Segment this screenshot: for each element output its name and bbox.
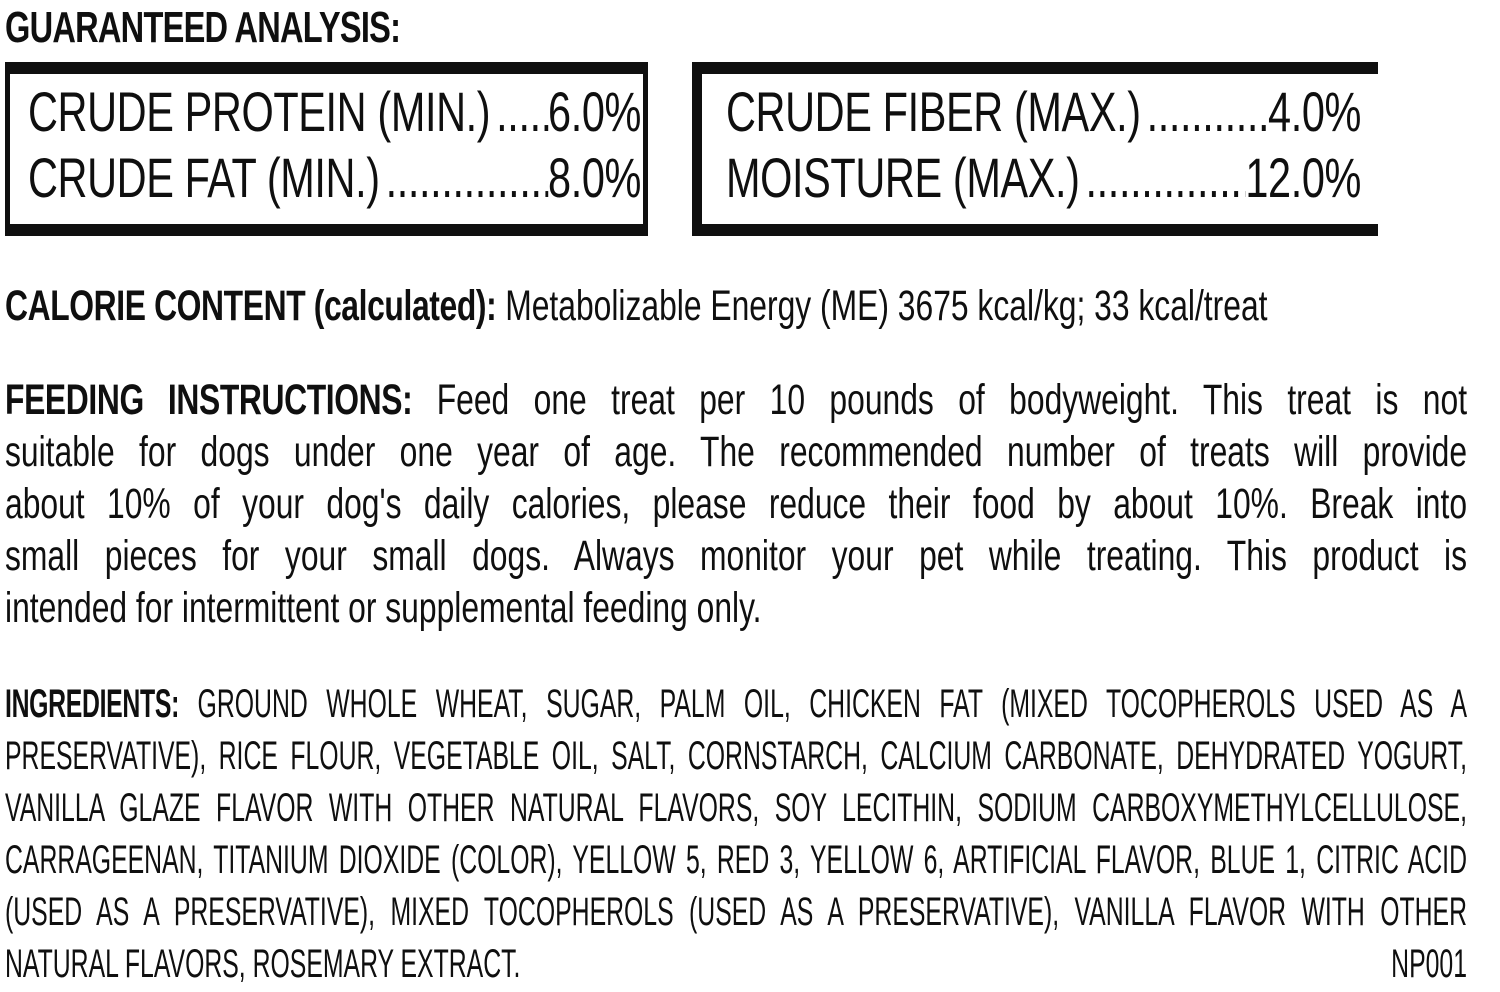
product-code: NP001 [1391,941,1467,986]
feeding-line: FEEDING INSTRUCTIONS: Feed one treat per… [5,374,1467,426]
analysis-row-moisture: MOISTURE (MAX.) ........................… [726,145,1361,211]
analysis-row-label: CRUDE FIBER (MAX.) [726,79,1141,143]
nutrition-label: GUARANTEED ANALYSIS: CRUDE PROTEIN (MIN.… [5,3,1467,990]
analysis-row-value: 12.0% [1245,145,1362,209]
leader-dots: ........................................… [385,145,548,209]
analysis-row-label: CRUDE FAT (MIN.) [28,145,380,209]
ga-right-panel: CRUDE FIBER (MAX.) .....................… [692,61,1378,236]
feeding-instructions-paragraph: FEEDING INSTRUCTIONS: Feed one treat per… [5,374,1467,634]
calorie-content-lead: CALORIE CONTENT (calculated): [5,281,497,330]
calorie-content-text: Metabolizable Energy (ME) 3675 kcal/kg; … [496,281,1268,330]
feeding-line: suitable for dogs under one year of age.… [5,427,1468,476]
ingredients-line: VANILLA GLAZE FLAVOR WITH OTHER NATURAL … [5,785,1467,830]
feeding-line: intended for intermittent or supplementa… [5,583,762,632]
analysis-row-crude-fiber: CRUDE FIBER (MAX.) .....................… [726,79,1361,145]
ingredients-line: PRESERVATIVE), RICE FLOUR, VEGETABLE OIL… [5,733,1467,778]
analysis-row-crude-protein: CRUDE PROTEIN (MIN.) ...................… [28,79,641,145]
feeding-line: about 10% of your dog's daily calories, … [5,479,1468,528]
ingredients-lead: INGREDIENTS: [5,681,180,726]
analysis-row-value: 6.0% [548,79,642,143]
analysis-row-crude-fat: CRUDE FAT (MIN.) .......................… [28,145,641,211]
feeding-line: small pieces for your small dogs. Always… [5,531,1468,580]
ingredients-line: (USED AS A PRESERVATIVE), MIXED TOCOPHER… [5,889,1467,934]
calorie-content-line: CALORIE CONTENT (calculated): Metaboliza… [5,280,1467,332]
feeding-instructions-lead: FEEDING INSTRUCTIONS: [5,375,413,424]
ingredients-line: CARRAGEENAN, TITANIUM DIOXIDE (COLOR), Y… [5,837,1467,882]
analysis-row-label: CRUDE PROTEIN (MIN.) [28,79,491,143]
ingredients-line: NATURAL FLAVORS, ROSEMARY EXTRACT. NP001 [5,938,1467,990]
feeding-line-text: Feed one treat per 10 pounds of bodyweig… [412,375,1468,424]
guaranteed-analysis-title: GUARANTEED ANALYSIS: [5,3,401,52]
ingredients-last-text: NATURAL FLAVORS, ROSEMARY EXTRACT. [5,941,521,986]
analysis-row-value: 4.0% [1268,79,1362,143]
analysis-row-value: 8.0% [548,145,642,209]
ga-left-panel: CRUDE PROTEIN (MIN.) ...................… [5,61,648,236]
ingredients-line: INGREDIENTS: GROUND WHOLE WHEAT, SUGAR, … [5,678,1467,730]
leader-dots: ........................................… [496,79,548,143]
ingredients-line-text: GROUND WHOLE WHEAT, SUGAR, PALM OIL, CHI… [179,681,1467,726]
leader-dots: ........................................… [1085,145,1246,209]
guaranteed-analysis-table: CRUDE PROTEIN (MIN.) ...................… [5,61,1467,236]
ingredients-paragraph: INGREDIENTS: GROUND WHOLE WHEAT, SUGAR, … [5,678,1467,990]
leader-dots: ........................................… [1146,79,1269,143]
analysis-row-label: MOISTURE (MAX.) [726,145,1080,209]
